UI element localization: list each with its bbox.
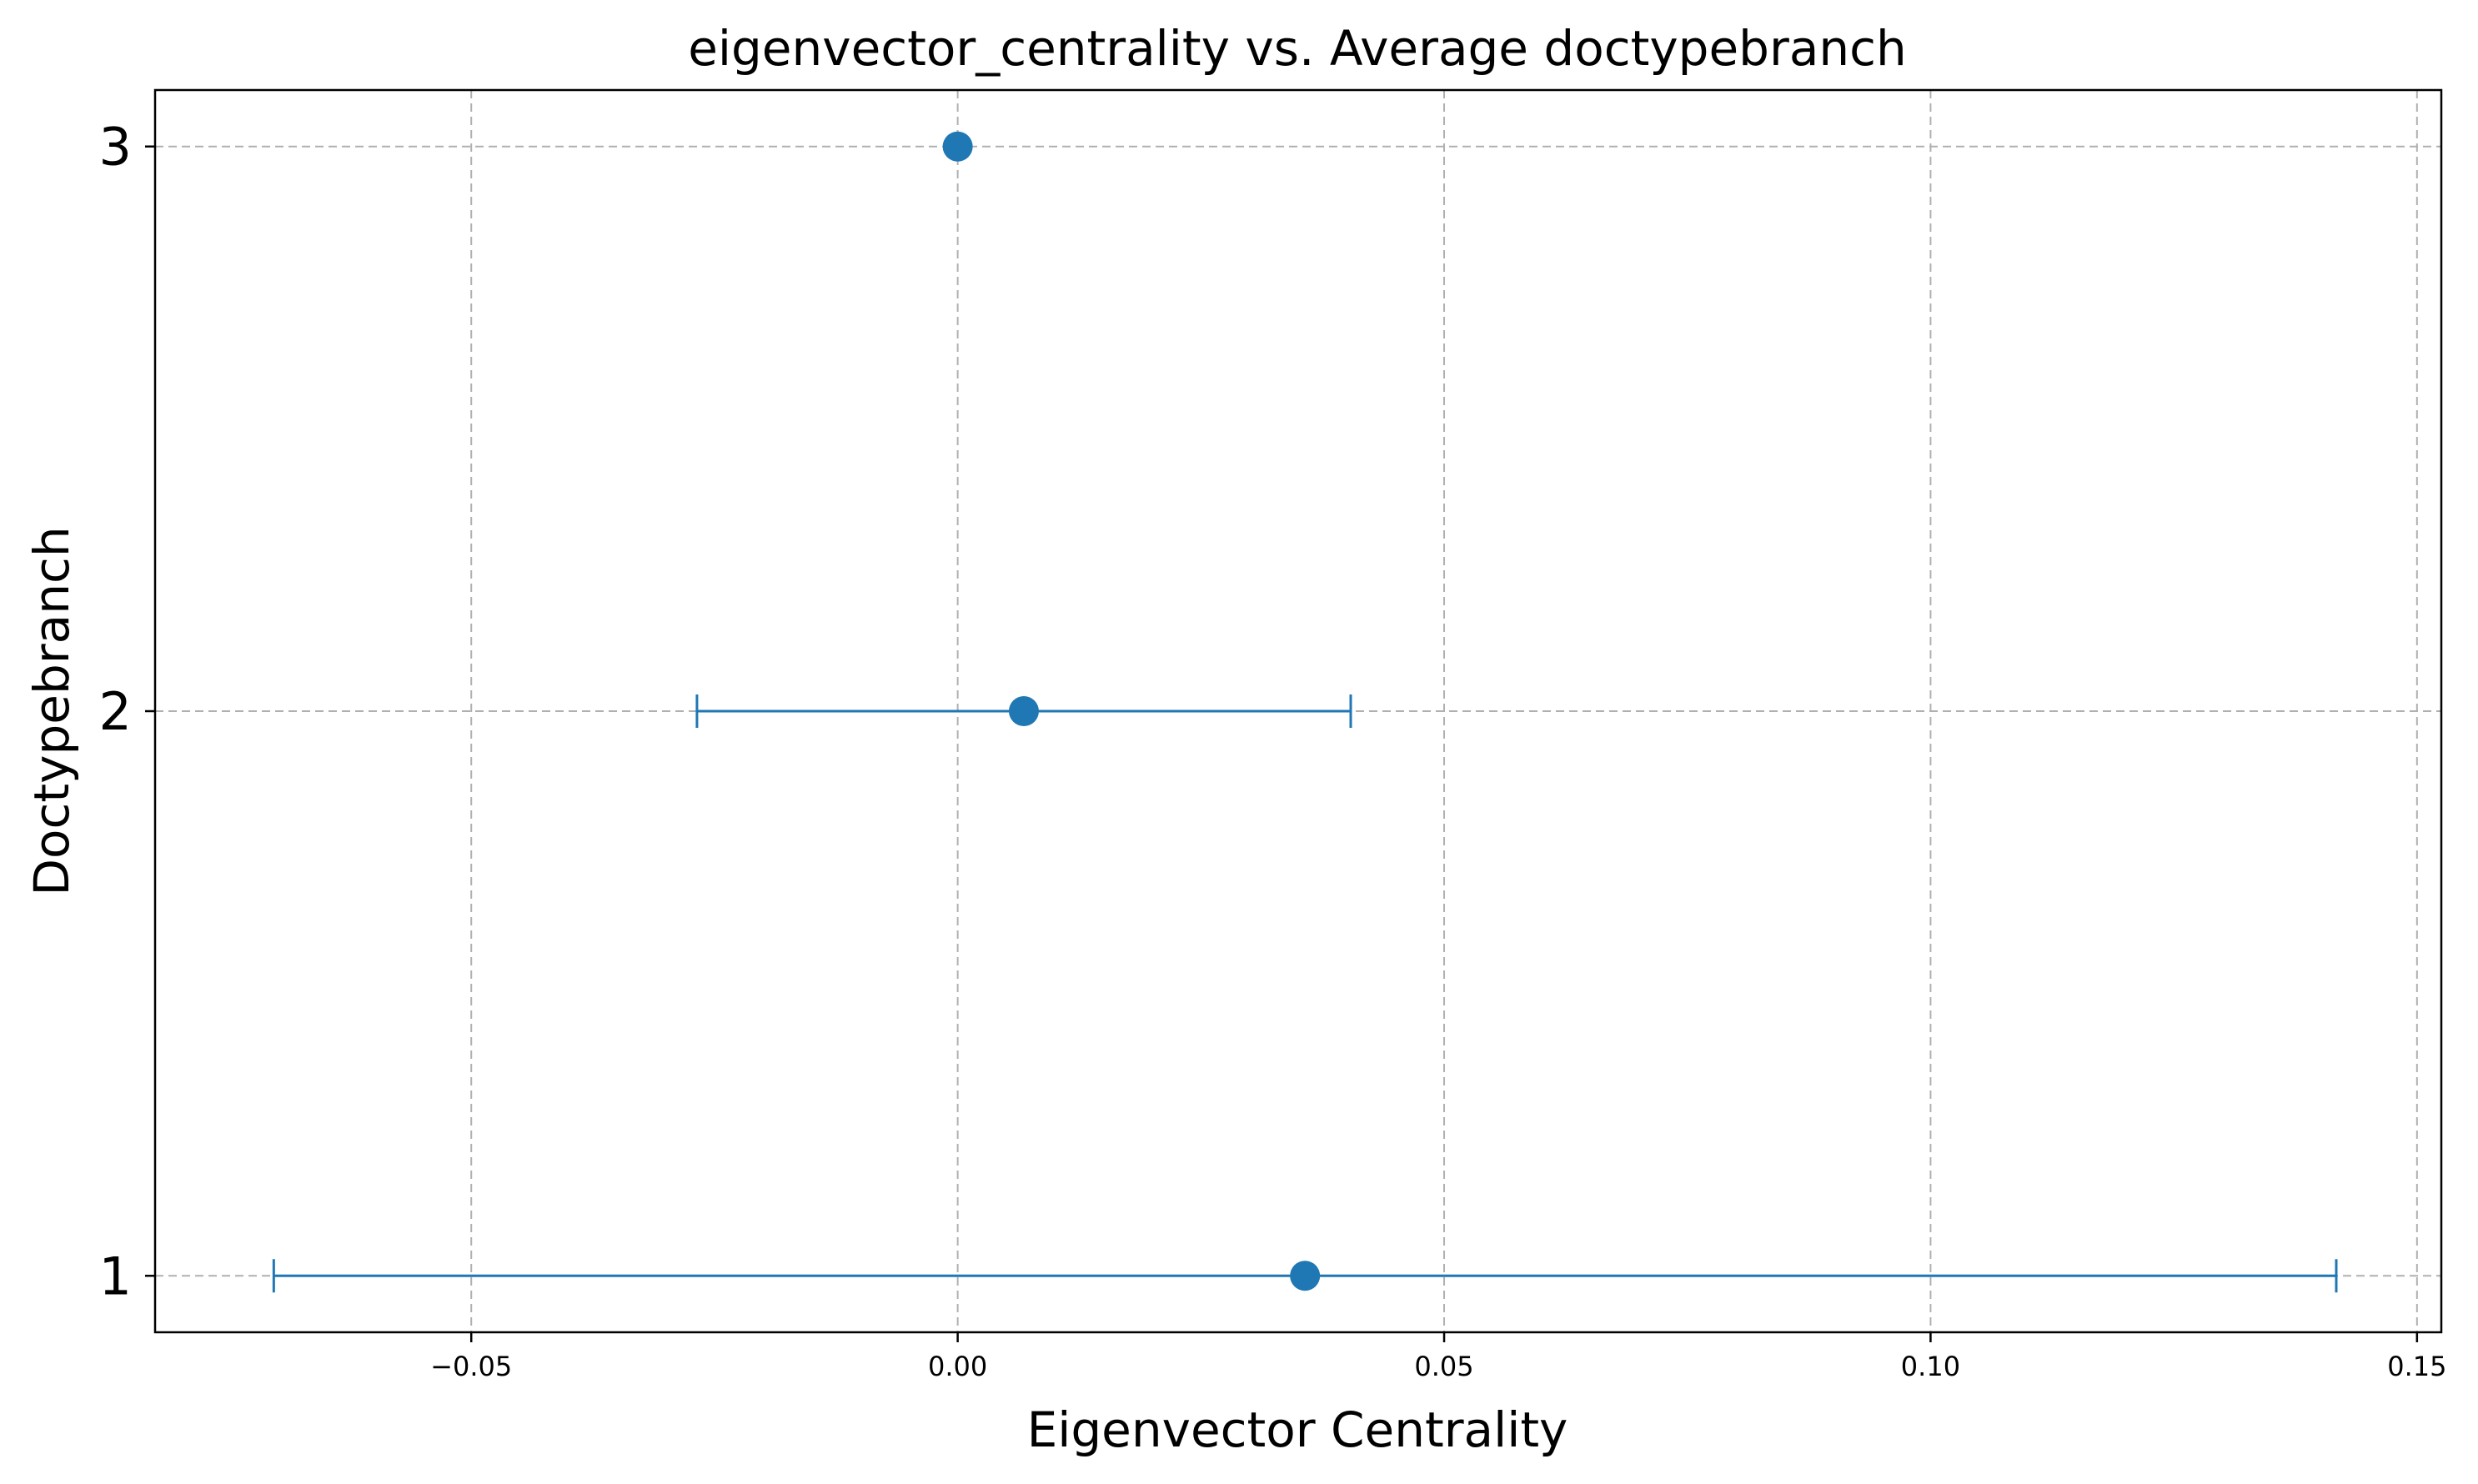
y-axis-ticks: 1 2 3 [99,117,155,1306]
chart-title: eigenvector_centrality vs. Average docty… [688,20,1907,77]
y-tick-label: 3 [99,117,132,178]
y-tick-label: 2 [99,681,132,742]
data-point [1290,1261,1321,1291]
x-tick-label: 0.15 [2387,1351,2446,1382]
x-tick-label: 0.10 [1901,1351,1960,1382]
x-tick-label: 0.05 [1414,1351,1473,1382]
x-tick-label: −0.05 [430,1351,512,1382]
x-axis-label: Eigenvector Centrality [1027,1401,1568,1458]
y-axis-label: Doctypebranch [23,526,80,895]
x-tick-label: 0.00 [928,1351,987,1382]
data-point [942,131,973,162]
x-axis-ticks: −0.05 0.00 0.05 0.10 0.15 [430,1332,2446,1382]
data-series [272,131,2338,1293]
y-tick-label: 1 [99,1246,132,1306]
data-point [1008,696,1039,726]
